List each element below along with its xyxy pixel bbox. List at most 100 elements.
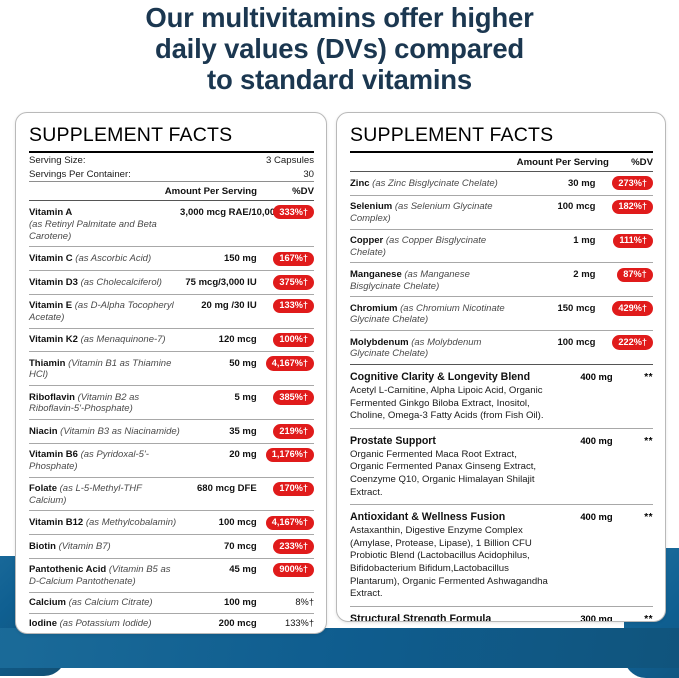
- percent-dv-badge: 100%†: [273, 333, 314, 347]
- percent-dv-badge: 429%†: [612, 301, 653, 315]
- nutrient-amount: 20 mg: [180, 443, 263, 477]
- nutrient-amount: 70 mcg: [180, 535, 263, 559]
- nutrient-percent-dv: 1,176%†: [263, 443, 314, 477]
- nutrient-percent-dv: 385%†: [263, 386, 314, 420]
- nutrient-percent-dv: 273%†: [601, 172, 653, 195]
- nutrient-row: Riboflavin (Vitamin B2 as Riboflavin-5'-…: [29, 386, 314, 420]
- nutrient-source: (Vitamin B1 as Thiamine HCl): [29, 358, 171, 381]
- percent-dv-badge: 4,167%†: [266, 356, 314, 370]
- nutrient-name: Riboflavin (Vitamin B2 as Riboflavin-5'-…: [29, 386, 180, 420]
- nutrient-percent-dv: 900%†: [263, 558, 314, 592]
- nutrient-source: (Vitamin B7): [59, 541, 111, 552]
- column-header-dv-left: %DV: [257, 182, 314, 200]
- nutrient-name: Vitamin K2 (as Menaquinone-7): [29, 328, 180, 352]
- nutrient-source: (Vitamin B3 as Niacinamide): [60, 426, 180, 437]
- blend-amount: 400 mg: [550, 365, 617, 428]
- blend-dv-footnote-marker: **: [617, 606, 653, 622]
- nutrient-row: Copper (as Copper Bisglycinate Chelate)1…: [350, 229, 653, 263]
- nutrient-amount: 150 mg: [180, 247, 263, 271]
- blend-ingredients: Organic Fermented Maca Root Extract, Org…: [350, 449, 550, 499]
- serving-size-label: Serving Size:: [29, 153, 200, 167]
- serving-size-row: Serving Size: 3 Capsules: [29, 153, 314, 167]
- nutrient-name: Niacin (Vitamin B3 as Niacinamide): [29, 420, 180, 444]
- mineral-rows-right-body: Zinc (as Zinc Bisglycinate Chelate)30 mg…: [350, 172, 653, 364]
- nutrient-source: (as Retinyl Palmitate and Beta Carotene): [29, 219, 180, 242]
- nutrient-amount: 30 mg: [523, 172, 602, 195]
- nutrient-name: Iodine (as Potassium Iodide): [29, 613, 180, 634]
- servings-per-container-label: Servings Per Container:: [29, 167, 200, 181]
- nutrient-name: Vitamin D3 (as Cholecalciferol): [29, 271, 180, 295]
- blend-amount: 300 mg: [550, 606, 617, 622]
- column-header-row-left: Amount Per Serving %DV: [29, 182, 314, 200]
- blend-amount: 400 mg: [550, 505, 617, 607]
- column-header-table-right: Amount Per Serving %DV: [350, 153, 653, 171]
- column-header-dv-right: %DV: [605, 153, 653, 171]
- supplement-facts-card-left: SUPPLEMENT FACTS Serving Size: 3 Capsule…: [15, 112, 327, 634]
- nutrient-name: Folate (as L-5-Methyl-THF Calcium): [29, 477, 180, 511]
- nutrient-percent-dv: 233%†: [263, 535, 314, 559]
- serving-size-value: 3 Capsules: [200, 153, 314, 167]
- nutrient-row: Molybdenum (as Molybdenum Glycinate Chel…: [350, 331, 653, 364]
- blend-dv-footnote-marker: **: [617, 505, 653, 607]
- nutrient-name: Vitamin E (as D-Alpha Tocopheryl Acetate…: [29, 294, 180, 328]
- nutrient-percent-dv: 4,167%†: [263, 352, 314, 386]
- nutrient-percent-dv: 429%†: [601, 297, 653, 331]
- nutrient-percent-dv: 222%†: [601, 331, 653, 364]
- column-header-amount-right: Amount Per Serving: [517, 153, 605, 171]
- nutrient-row: Chromium (as Chromium Nicotinate Glycina…: [350, 297, 653, 331]
- nutrient-name: Vitamin B12 (as Methylcobalamin): [29, 511, 180, 535]
- nutrient-table-left: Vitamin A (as Retinyl Palmitate and Beta…: [29, 201, 314, 634]
- nutrient-amount: 120 mcg: [180, 328, 263, 352]
- panel-title-left: SUPPLEMENT FACTS: [29, 124, 314, 151]
- nutrient-percent-dv: 8%†: [263, 592, 314, 613]
- nutrient-source: (as Molybdenum Glycinate Chelate): [350, 337, 481, 360]
- column-header-row-right: Amount Per Serving %DV: [350, 153, 653, 171]
- nutrient-percent-dv: 87%†: [601, 263, 653, 297]
- nutrient-amount: 680 mcg DFE: [180, 477, 263, 511]
- nutrient-source: (as Methylcobalamin): [86, 517, 176, 528]
- page-headline: Our multivitamins offer higher daily val…: [0, 2, 679, 95]
- nutrient-name: Selenium (as Selenium Glycinate Complex): [350, 195, 523, 229]
- nutrient-source: (as Cholecalciferol): [81, 277, 162, 288]
- nutrient-row: Zinc (as Zinc Bisglycinate Chelate)30 mg…: [350, 172, 653, 195]
- nutrient-amount: 35 mg: [180, 420, 263, 444]
- percent-dv-badge: 87%†: [617, 268, 653, 282]
- nutrient-name: Chromium (as Chromium Nicotinate Glycina…: [350, 297, 523, 331]
- decorative-blue-banner-bottom: [0, 628, 679, 668]
- nutrient-source: (as Zinc Bisglycinate Chelate): [372, 178, 498, 189]
- nutrient-name: Molybdenum (as Molybdenum Glycinate Chel…: [350, 331, 523, 364]
- nutrient-source: (as L-5-Methyl-THF Calcium): [29, 483, 142, 506]
- nutrient-name: Pantothenic Acid (Vitamin B5 as D-Calciu…: [29, 558, 180, 592]
- nutrient-row: Manganese (as Manganese Bisglycinate Che…: [350, 263, 653, 297]
- nutrient-amount: 2 mg: [523, 263, 602, 297]
- nutrient-name: Zinc (as Zinc Bisglycinate Chelate): [350, 172, 523, 195]
- nutrient-amount: 50 mg: [180, 352, 263, 386]
- nutrient-source: (Vitamin B2 as Riboflavin-5'-Phosphate): [29, 392, 139, 415]
- percent-dv-badge: 170%†: [273, 482, 314, 496]
- nutrient-amount: 150 mcg: [523, 297, 602, 331]
- blend-amount: 400 mg: [550, 428, 617, 504]
- blend-ingredients: Astaxanthin, Digestive Enzyme Complex (A…: [350, 525, 550, 601]
- headline-line-1: Our multivitamins offer higher: [0, 2, 679, 33]
- nutrient-row: Vitamin K2 (as Menaquinone-7)120 mcg 100%…: [29, 328, 314, 352]
- blend-dv-footnote-marker: **: [617, 428, 653, 504]
- nutrient-source: (as Calcium Citrate): [69, 597, 153, 608]
- nutrient-percent-dv: 375%†: [263, 271, 314, 295]
- nutrient-source: (as Potassium Iodide): [60, 618, 152, 629]
- headline-line-3: to standard vitamins: [0, 64, 679, 95]
- serving-info-table-left: Serving Size: 3 Capsules Servings Per Co…: [29, 153, 314, 181]
- percent-dv-badge: 375%†: [273, 275, 314, 289]
- nutrient-amount: 100 mcg: [523, 195, 602, 229]
- nutrient-amount: 100 mcg: [523, 331, 602, 364]
- nutrient-amount: 45 mg: [180, 558, 263, 592]
- nutrient-percent-dv: 111%†: [601, 229, 653, 263]
- percent-dv-badge: 167%†: [273, 252, 314, 266]
- nutrient-source: (as Ascorbic Acid): [75, 253, 151, 264]
